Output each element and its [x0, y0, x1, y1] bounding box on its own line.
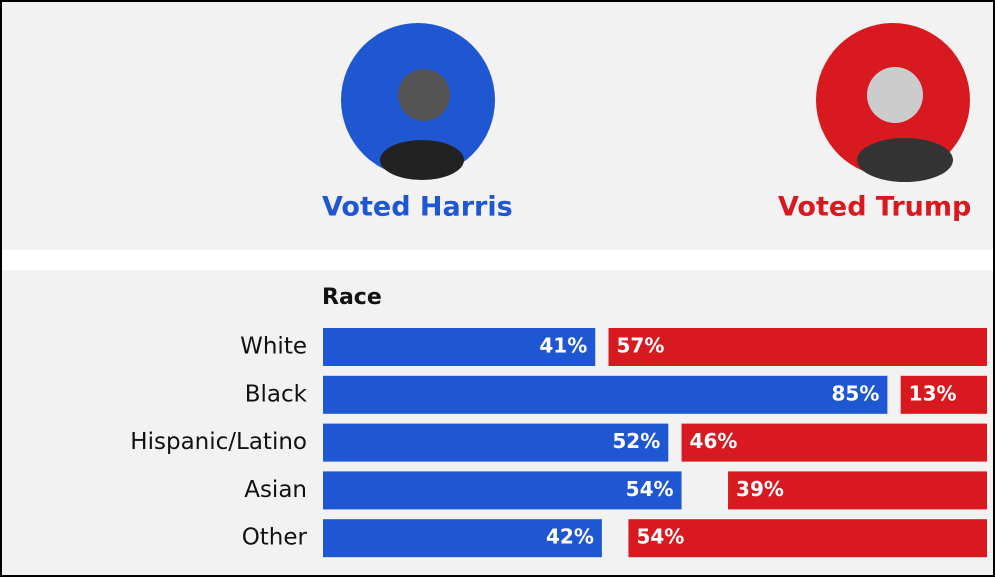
legend-harris: Voted Harris	[322, 192, 513, 223]
legend-trump: Voted Trump	[778, 192, 971, 223]
trump-portrait-shape	[857, 138, 953, 182]
chart: Voted Harris Voted Trump Race White 41% 57…	[0, 0, 995, 577]
category-label: White	[240, 334, 307, 360]
harris-value-label: 42%	[546, 525, 594, 549]
harris-value-label: 41%	[539, 334, 587, 358]
harris-bar	[323, 376, 887, 414]
harris-portrait-head	[398, 69, 450, 121]
divider	[0, 250, 995, 270]
trump-portrait-head	[867, 67, 923, 123]
trump-value-label: 39%	[736, 477, 784, 501]
group-title: Race	[322, 285, 382, 310]
category-label: Black	[245, 381, 308, 407]
harris-value-label: 85%	[832, 381, 880, 405]
category-label: Other	[242, 525, 308, 551]
trump-value-label: 54%	[636, 525, 684, 549]
category-label: Asian	[244, 477, 307, 503]
category-label: Hispanic/Latino	[130, 429, 307, 455]
harris-portrait-shape	[380, 140, 464, 180]
harris-value-label: 54%	[626, 477, 674, 501]
trump-value-label: 57%	[617, 334, 665, 358]
harris-value-label: 52%	[612, 429, 660, 453]
trump-value-label: 13%	[909, 381, 957, 405]
trump-value-label: 46%	[690, 429, 738, 453]
trump-bar	[609, 328, 987, 366]
